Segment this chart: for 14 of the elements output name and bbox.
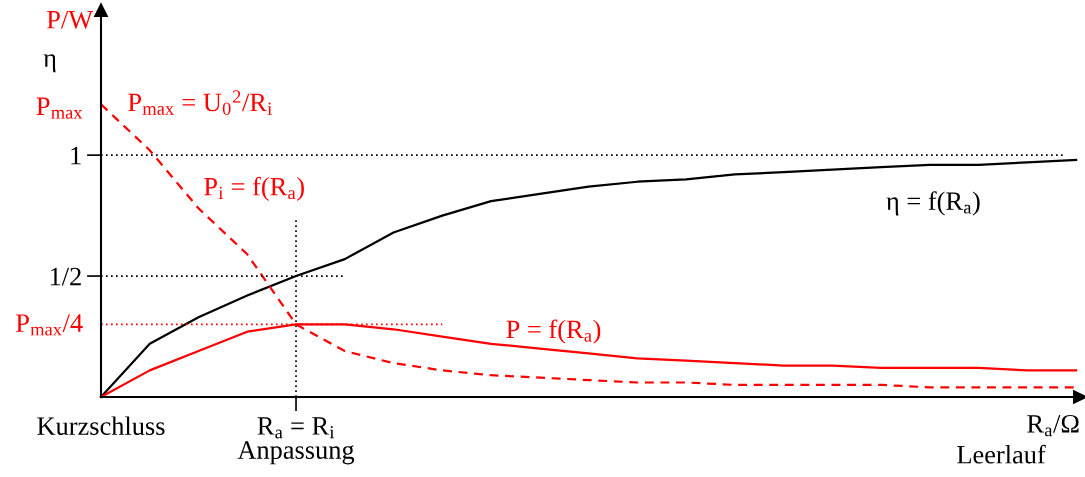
series-label: P$_{i}$ = f(R$_{a}$) bbox=[204, 176, 304, 201]
x-axis-title: R$_{a}$/Ω bbox=[1027, 415, 1079, 437]
y-tick-label: 1/2 bbox=[50, 267, 81, 286]
x-tick-label: Kurzschluss bbox=[37, 416, 165, 436]
x-tick-label: R$_{a}$ = R$_{i}$ Anpassung bbox=[237, 417, 355, 465]
text: η bbox=[43, 54, 56, 73]
series-label: P = f(R$_{a}$) bbox=[506, 319, 601, 344]
series-label: η = f(R$_{a}$) bbox=[886, 191, 980, 216]
y-tick-label: 1 bbox=[71, 146, 81, 165]
text: Leerlauf bbox=[957, 444, 1046, 464]
text: P$_{max}$/4 bbox=[16, 314, 83, 336]
text: P$_{max}$ bbox=[36, 97, 83, 119]
annotation: P$_{max}$ = U$_{0}$$^{2}$/R$_{i}$ bbox=[128, 90, 272, 115]
y-axis-title: P/W bbox=[47, 10, 94, 29]
